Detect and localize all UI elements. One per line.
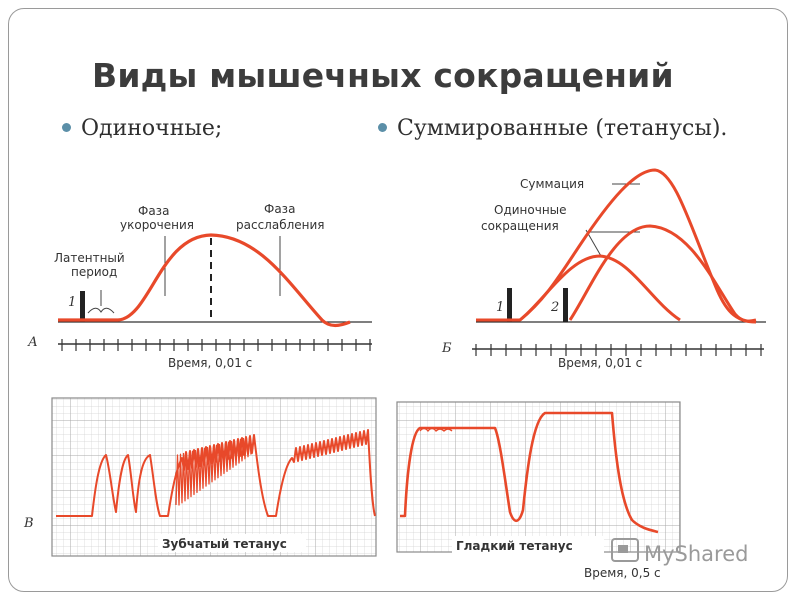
bullet-single-text: Одиночные; [81,116,223,141]
panel-c-tetanus: Зубчатый тетанус Гладкий тетанус В Время… [23,397,681,580]
panel-a-relax-label: Фаза [264,202,295,216]
watermark-logo-icon [611,538,639,562]
panel-a-letter: А [27,335,38,350]
watermark: MyShared [611,538,748,566]
panel-c-smooth-trace [400,411,659,534]
bullet-single: Одиночные; [62,116,222,141]
panel-b-single-label-2: сокращения [481,219,559,233]
panel-c-toothed-trace [56,429,376,517]
panel-c-toothed-label-backdrop [158,534,306,552]
panel-c-smooth-trace-ripple [419,427,453,433]
panel-b-time-ticks [475,344,762,356]
panel-b-summation: Б 1 2 Суммация Одиночные сокращения Врем… [441,168,766,370]
panel-c-time-label: Время, 0,5 с [584,566,661,580]
panel-b-time-label: Время, 0,01 с [558,356,642,370]
panel-a-shortening-label-2: укорочения [120,218,194,232]
bullet-dot-icon [378,122,387,132]
bullet-summed-text: Суммированные (тетанусы). [397,116,728,141]
watermark-logo-icon-inner [618,545,628,553]
panel-c-smooth-label-backdrop [452,536,604,553]
panel-c-toothed-label: Зубчатый тетанус [162,537,287,551]
panel-a-latent-brace [87,307,115,314]
panel-c-toothed-dense-oscillation [175,436,252,506]
panel-b-summation-curve [519,168,757,324]
panel-b-stimulus-mark-2 [563,288,568,322]
panel-a-shortening-label: Фаза [138,204,169,218]
panel-a-time-ticks [61,339,371,351]
panel-b-single-twitch-1 [476,254,681,322]
panel-a-latent-label-2: период [71,265,117,279]
panel-c-letter: В [23,516,34,531]
panel-b-single-label: Одиночные [494,203,567,217]
bullet-dot-icon [62,122,71,132]
panel-a-stimulus-mark [80,291,85,322]
slide-title: Виды мышечных сокращений [92,56,674,95]
panel-b-letter: Б [441,341,452,356]
panel-b-stimulus-number-2: 2 [550,300,559,315]
panel-a-stimulus-number: 1 [68,295,76,310]
bullet-summed: Суммированные (тетанусы). [378,116,727,141]
panel-a-twitch-curve [58,233,351,328]
panel-b-summation-label: Суммация [520,177,584,191]
panel-a-single-twitch: А 1 Латентный период Фаза укорочения Фаз… [27,202,372,370]
panel-a-latent-label: Латентный [54,251,125,265]
panel-b-stimulus-number-1: 1 [496,300,504,315]
panel-c-toothed-grid [51,397,377,557]
watermark-text: MyShared [644,542,748,566]
panel-b-stimulus-mark-1 [507,288,512,322]
panel-c-smooth-label: Гладкий тетанус [456,539,573,553]
panel-a-relax-label-2: расслабления [236,218,325,232]
panel-a-time-label: Время, 0,01 с [168,356,252,370]
